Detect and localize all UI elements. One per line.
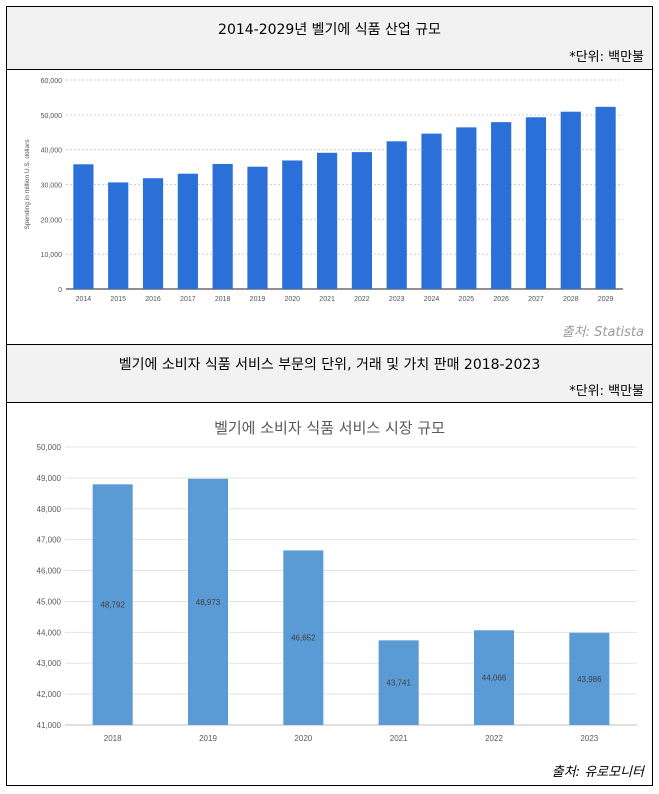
- chart2-ytick-label: 44,000: [37, 628, 62, 637]
- chart2-title: 벨기에 소비자 식품 서비스 부문의 단위, 거래 및 가치 판매 2018-2…: [118, 357, 541, 373]
- chart2-inner-title: 벨기에 소비자 식품 서비스 시장 규모: [214, 419, 445, 437]
- chart1-ytick-label: 30,000: [41, 183, 63, 190]
- chart2-xtick-label: 2019: [199, 734, 217, 743]
- chart2-ytick-label: 41,000: [37, 721, 62, 730]
- chart1-xtick-label: 2025: [459, 296, 475, 303]
- chart1-xtick-label: 2021: [319, 296, 335, 303]
- chart1-bar: [560, 111, 581, 289]
- chart2-bar: [92, 484, 133, 725]
- chart1-xtick-label: 2028: [563, 296, 579, 303]
- chart1-ytick-label: 10,000: [41, 252, 63, 259]
- chart1-ytick-label: 50,000: [41, 113, 63, 120]
- chart2-xtick-label: 2022: [485, 734, 503, 743]
- chart1-bar: [282, 160, 303, 289]
- chart1-header: 2014-2029년 벨기에 식품 산업 규모 *단위: 백만불: [7, 7, 652, 70]
- chart1-bar: [73, 164, 94, 289]
- chart1-xtick-label: 2029: [598, 296, 614, 303]
- chart1-svg: 0 10,000 20,000 30,000 40,000 50,000 60,000 201…: [24, 78, 623, 303]
- chart1-ytick-label: 20,000: [41, 217, 63, 224]
- chart2-ytick-label: 45,000: [37, 597, 62, 606]
- chart1-xtick-label: 2014: [76, 296, 92, 303]
- chart2-xtick-label: 2018: [104, 734, 122, 743]
- chart1-bar: [247, 166, 268, 289]
- chart1-bar: [595, 106, 616, 289]
- chart1-ytick-label: 0: [58, 287, 62, 294]
- chart1-xtick-label: 2016: [145, 296, 161, 303]
- chart2-data-label: 44,066: [482, 674, 507, 683]
- chart1-panel: 0 10,000 20,000 30,000 40,000 50,000 60,000 201…: [7, 70, 652, 344]
- chart1-xtick-label: 2018: [215, 296, 231, 303]
- chart2-data-label: 46,652: [291, 634, 316, 643]
- chart2-ytick-label: 47,000: [37, 536, 62, 545]
- chart1-bar: [351, 152, 373, 289]
- chart2-data-label: 48,973: [196, 598, 221, 607]
- chart2-ytick-label: 42,000: [37, 690, 62, 699]
- report-frame: 2014-2029년 벨기에 식품 산업 규모 *단위: 백만불 0 10,000…: [6, 6, 653, 786]
- chart1-xtick-label: 2015: [110, 296, 126, 303]
- chart2-ytick-label: 46,000: [37, 567, 62, 576]
- chart1-ytick-label: 60,000: [41, 78, 63, 85]
- chart1-bar: [177, 173, 198, 289]
- chart1-xtick-label: 2023: [389, 296, 405, 303]
- chart1-bar: [142, 178, 164, 289]
- chart2-source: 출처: 유로모니터: [551, 765, 644, 780]
- chart1-xtick-label: 2022: [354, 296, 370, 303]
- chart1-bar: [456, 127, 477, 289]
- chart2-unit-note: *단위: 백만불: [569, 384, 644, 399]
- chart2-bar: [378, 640, 419, 725]
- chart2-data-label: 43,741: [386, 679, 411, 688]
- chart1-xtick-label: 2019: [250, 296, 266, 303]
- chart1-source: 출처: Statista: [561, 325, 644, 340]
- chart1-xtick-label: 2020: [284, 296, 300, 303]
- chart1-xtick-label: 2017: [180, 296, 196, 303]
- chart2-ytick-label: 43,000: [37, 659, 62, 668]
- chart1-unit-note: *단위: 백만불: [569, 50, 644, 65]
- chart2-xtick-label: 2020: [294, 734, 312, 743]
- chart2-panel: 벨기에 소비자 식품 서비스 시장 규모 41,000 42,000 43,000 4…: [7, 403, 652, 786]
- chart2-header: 벨기에 소비자 식품 서비스 부문의 단위, 거래 및 가치 판매 2018-2…: [7, 344, 652, 403]
- chart1-bar: [212, 163, 233, 289]
- chart2-bar: [283, 550, 324, 725]
- chart2-ytick-label: 50,000: [37, 443, 62, 452]
- chart1-bar: [108, 182, 129, 289]
- chart1-xtick-label: 2026: [493, 296, 509, 303]
- chart1-bar: [316, 152, 338, 289]
- chart2-ytick-label: 48,000: [37, 505, 62, 514]
- chart1-bar: [421, 133, 442, 289]
- chart2-bar: [473, 630, 515, 725]
- chart2-ytick-label: 49,000: [37, 474, 62, 483]
- chart1-bar: [491, 122, 512, 289]
- chart2-data-label: 48,792: [100, 601, 125, 610]
- chart1-ytick-label: 40,000: [41, 148, 63, 155]
- chart1-bar: [386, 141, 407, 289]
- chart2-svg: 41,000 42,000 43,000 44,000 45,000 46,000 47,0…: [37, 443, 637, 743]
- chart2-xtick-label: 2023: [580, 734, 598, 743]
- chart1-bar: [525, 117, 547, 289]
- chart2-bar: [569, 632, 610, 725]
- chart1-ylabel: Spending in million U.S. dollars: [24, 139, 31, 230]
- chart1-xtick-label: 2024: [424, 296, 440, 303]
- chart2-data-label: 43,986: [577, 675, 602, 684]
- chart1-xtick-label: 2027: [528, 296, 544, 303]
- chart2-xtick-label: 2021: [390, 734, 408, 743]
- chart1-title: 2014-2029년 벨기에 식품 산업 규모: [218, 22, 441, 38]
- chart2-bar: [187, 478, 229, 725]
